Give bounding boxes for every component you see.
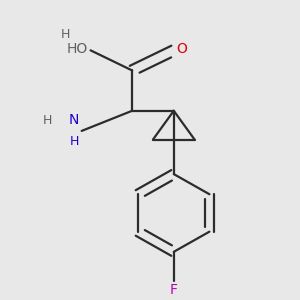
Text: F: F — [170, 284, 178, 298]
Text: H: H — [43, 114, 52, 127]
Text: HO: HO — [66, 42, 88, 56]
Text: O: O — [177, 42, 188, 56]
Text: N: N — [68, 112, 79, 127]
Text: H: H — [69, 135, 79, 148]
Text: H: H — [61, 28, 70, 41]
